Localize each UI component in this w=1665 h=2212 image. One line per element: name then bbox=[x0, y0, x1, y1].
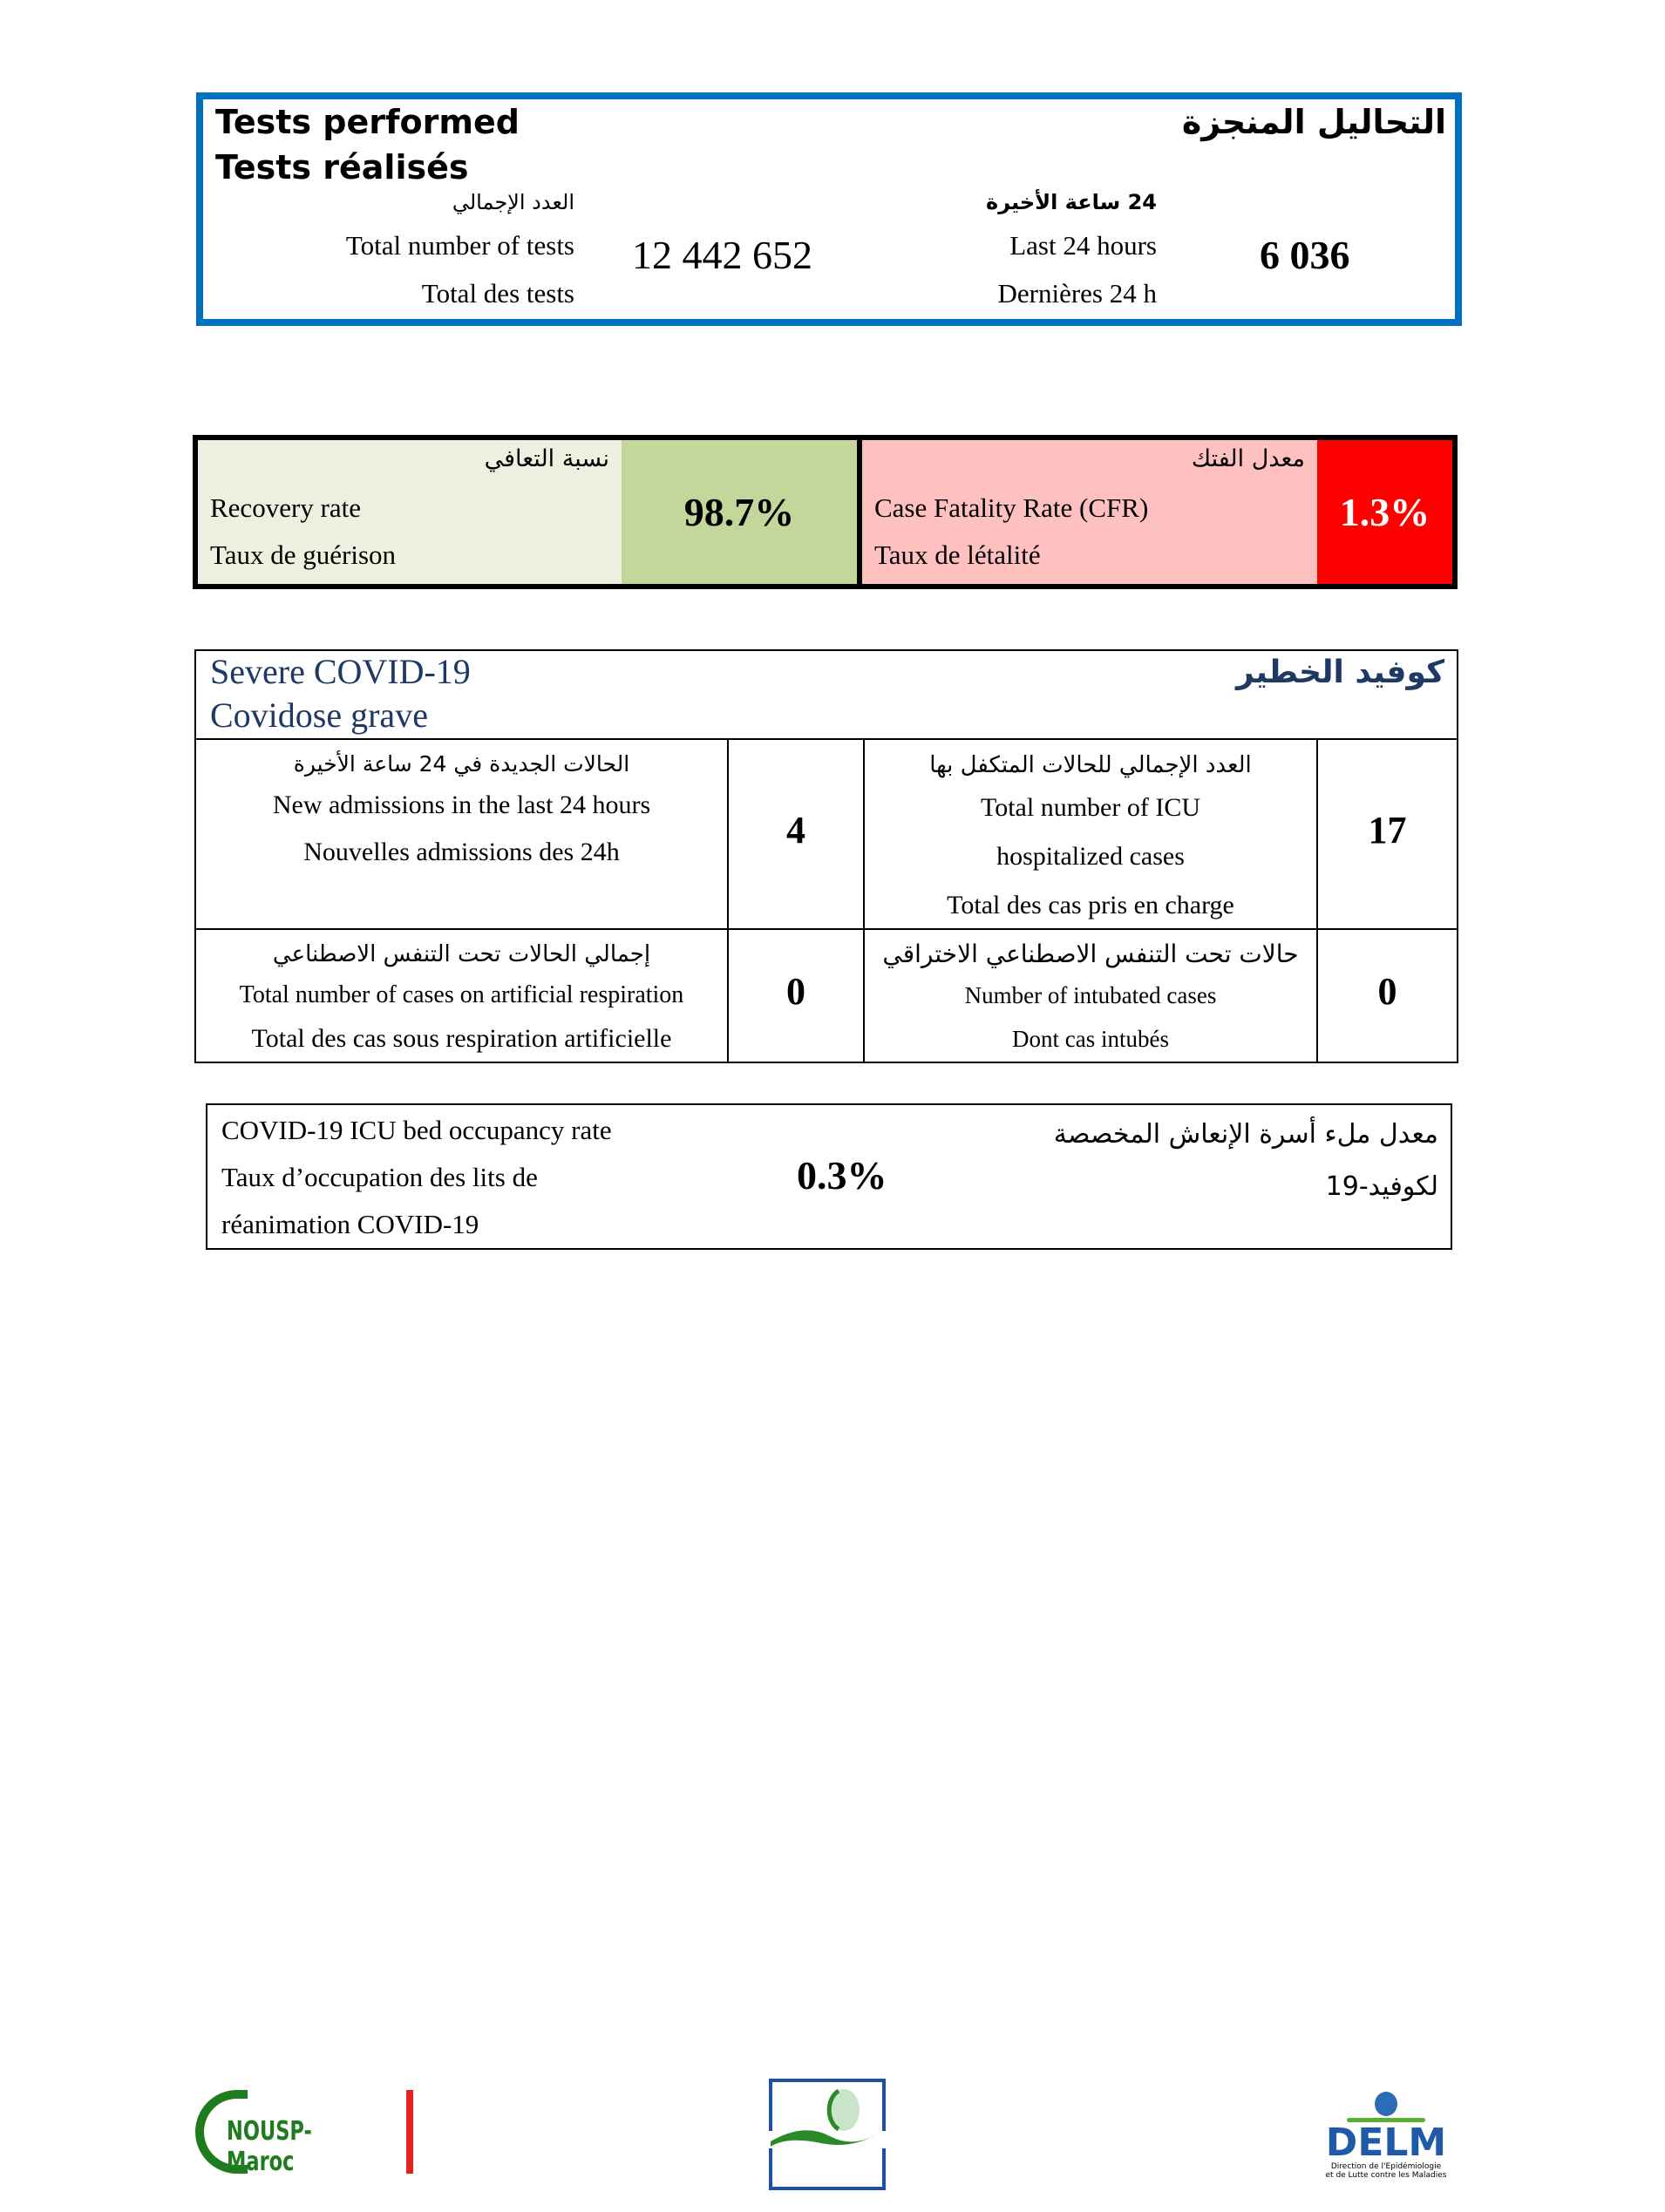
total-label-fr: Total des tests bbox=[421, 278, 574, 309]
severe-title-ar: كوفيد الخطير bbox=[1235, 655, 1444, 690]
occupancy-value: 0.3% bbox=[797, 1153, 887, 1198]
artificial-respiration-label: إجمالي الحالات تحت التنفس الاصطناعي Tota… bbox=[196, 935, 727, 1061]
occupancy-labels: COVID-19 ICU bed occupancy rate Taux d’o… bbox=[221, 1107, 612, 1248]
new-admissions-label: الحالات الجديدة في 24 ساعة الأخيرة New a… bbox=[196, 747, 727, 876]
icu-total-en1: Total number of ICU bbox=[980, 793, 1200, 822]
intubated-en: Number of intubated cases bbox=[964, 982, 1217, 1008]
icu-occupancy-panel: COVID-19 ICU bed occupancy rate Taux d’o… bbox=[206, 1103, 1452, 1250]
new-admissions-en: New admissions in the last 24 hours bbox=[272, 790, 651, 819]
delm-logo: DELM Direction de l'Epidémiologie et de … bbox=[1321, 2092, 1451, 2180]
intubated-fr: Dont cas intubés bbox=[1012, 1026, 1169, 1052]
severe-title-fr: Covidose grave bbox=[210, 695, 428, 735]
total-tests-value: 12 442 652 bbox=[632, 233, 812, 277]
total-label-ar: العدد الإجمالي bbox=[452, 190, 574, 214]
tests-title-en: Tests performed bbox=[215, 103, 520, 141]
cfr-value: 1.3% bbox=[1317, 440, 1452, 584]
new-admissions-ar: الحالات الجديدة في 24 ساعة الأخيرة bbox=[293, 751, 630, 777]
occupancy-ar: معدل ملء أسرة الإنعاش المخصصة لكوفيد-19 bbox=[1054, 1109, 1438, 1213]
last24-label-fr: Dernières 24 h bbox=[997, 278, 1158, 309]
severe-title-en: Severe COVID-19 bbox=[210, 652, 471, 691]
divider bbox=[857, 440, 862, 584]
intubated-value: 0 bbox=[1377, 970, 1397, 1013]
occupancy-ar2: لكوفيد-19 bbox=[1325, 1171, 1438, 1202]
recovery-label-cell: نسبة التعافي Recovery rate Taux de guéri… bbox=[198, 440, 622, 584]
last24-tests-value: 6 036 bbox=[1260, 233, 1350, 277]
cfr-label-en: Case Fatality Rate (CFR) bbox=[874, 492, 1149, 523]
icu-total-fr: Total des cas pris en charge bbox=[947, 891, 1234, 919]
icu-total-en2: hospitalized cases bbox=[996, 842, 1185, 871]
recovery-label-ar: نسبة التعافي bbox=[484, 445, 609, 472]
last24-label-ar: 24 ساعة الأخيرة bbox=[986, 190, 1157, 214]
intubated-label: حالات تحت التنفس الاصطناعي الاختراقي Num… bbox=[865, 935, 1316, 1061]
rates-panel: نسبة التعافي Recovery rate Taux de guéri… bbox=[193, 435, 1458, 589]
ministry-logo bbox=[769, 2079, 886, 2190]
occupancy-en: COVID-19 ICU bed occupancy rate bbox=[221, 1115, 612, 1145]
artificial-respiration-value: 0 bbox=[786, 970, 805, 1013]
icu-total-label: العدد الإجمالي للحالات المتكفل بها Total… bbox=[865, 747, 1316, 930]
severe-covid-table: Severe COVID-19 Covidose grave كوفيد الخ… bbox=[194, 649, 1458, 1063]
recovery-label-fr: Taux de guérison bbox=[210, 539, 397, 570]
tests-title-ar: التحاليل المنجزة bbox=[1181, 103, 1446, 141]
artificial-respiration-fr: Total des cas sous respiration artificie… bbox=[251, 1024, 672, 1053]
occupancy-fr2: réanimation COVID-19 bbox=[221, 1209, 479, 1239]
cfr-label-cell: معدل الفتك Case Fatality Rate (CFR) Taux… bbox=[862, 440, 1317, 584]
tests-performed-panel: Tests performed Tests réalisés التحاليل … bbox=[196, 92, 1462, 326]
last24-label-en: Last 24 hours bbox=[1009, 230, 1157, 261]
nousp-maroc-logo: NOUSP-Maroc bbox=[195, 2090, 413, 2177]
new-admissions-fr: Nouvelles admissions des 24h bbox=[303, 838, 620, 866]
artificial-respiration-en: Total number of cases on artificial resp… bbox=[239, 981, 684, 1008]
cfr-label-fr: Taux de létalité bbox=[874, 539, 1041, 570]
occupancy-fr1: Taux d’occupation des lits de bbox=[221, 1162, 538, 1192]
icu-total-ar: العدد الإجمالي للحالات المتكفل بها bbox=[929, 752, 1252, 778]
recovery-rate-value: 98.7% bbox=[622, 440, 857, 584]
total-label-en: Total number of tests bbox=[345, 230, 574, 261]
new-admissions-value: 4 bbox=[786, 809, 805, 852]
recovery-label-en: Recovery rate bbox=[210, 492, 361, 523]
tests-title-fr: Tests réalisés bbox=[215, 148, 469, 187]
intubated-ar: حالات تحت التنفس الاصطناعي الاختراقي bbox=[882, 940, 1299, 968]
artificial-respiration-ar: إجمالي الحالات تحت التنفس الاصطناعي bbox=[272, 941, 651, 967]
occupancy-ar1: معدل ملء أسرة الإنعاش المخصصة bbox=[1053, 1119, 1438, 1150]
cfr-label-ar: معدل الفتك bbox=[1191, 445, 1305, 472]
icu-total-value: 17 bbox=[1368, 809, 1407, 852]
